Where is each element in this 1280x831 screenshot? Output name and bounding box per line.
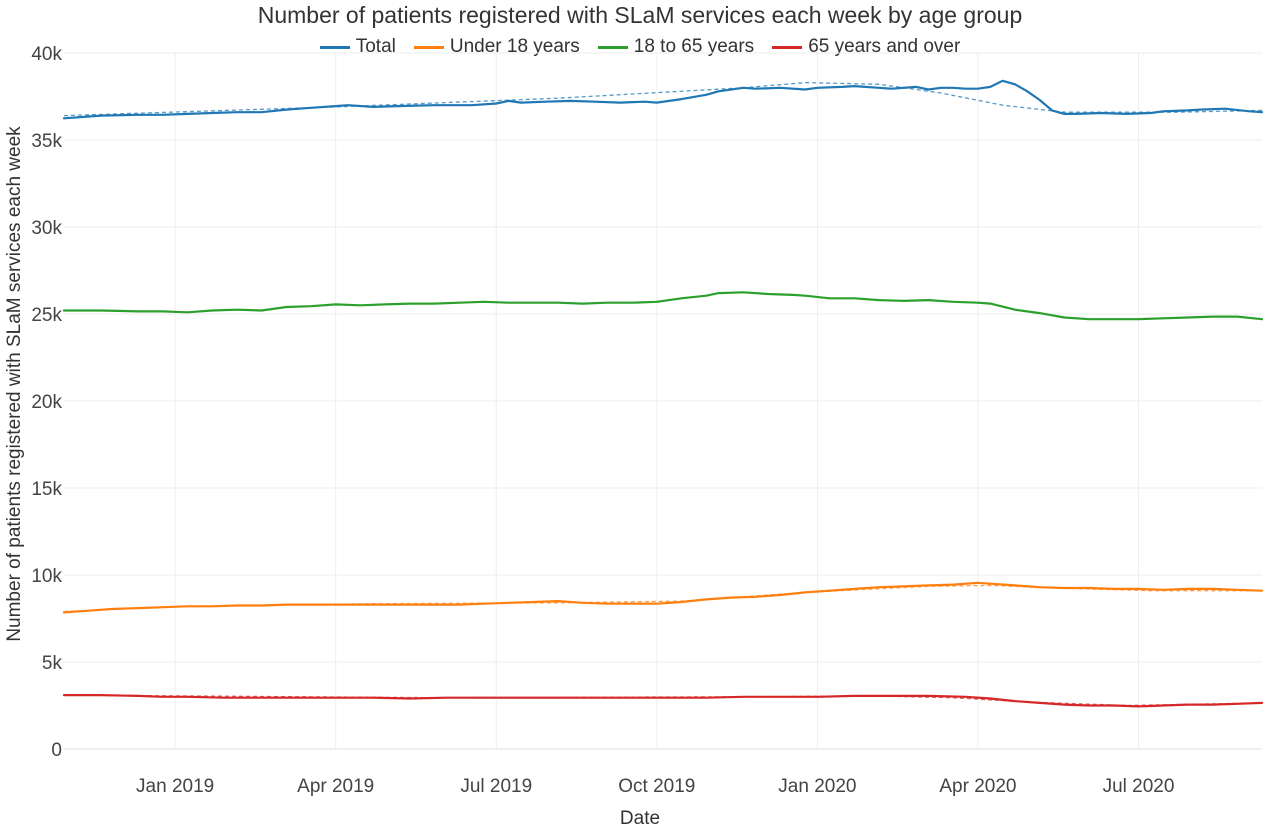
legend-item-65-and-over[interactable]: 65 years and over xyxy=(772,36,960,58)
legend-label-total: Total xyxy=(355,36,396,57)
y-tick-label: 20k xyxy=(31,392,62,413)
legend-item-18-to-65[interactable]: 18 to 65 years xyxy=(597,36,755,58)
y-axis-ticks: 0 5k 10k 15k 20k 25k 30k 35k 40k xyxy=(31,44,62,761)
series-line-18-to-65-years[interactable] xyxy=(62,291,1264,321)
legend-swatch-under-18 xyxy=(413,45,444,49)
trend-line-total xyxy=(63,81,1263,117)
chart-legend: Total Under 18 years 18 to 65 years 65 y… xyxy=(0,36,1280,58)
y-tick-label: 25k xyxy=(31,305,62,326)
y-tick-label: 10k xyxy=(31,566,62,587)
legend-label-18-to-65: 18 to 65 years xyxy=(633,36,755,57)
y-tick-label: 35k xyxy=(31,131,62,152)
legend-label-65-and-over: 65 years and over xyxy=(808,36,961,57)
chart-title: Number of patients registered with SLaM … xyxy=(257,2,1023,28)
x-tick-label: Apr 2019 xyxy=(297,776,374,797)
legend-label-under-18: Under 18 years xyxy=(449,36,580,57)
trend-line-under-18-years xyxy=(63,584,1262,613)
series-line-65-years-and-over[interactable] xyxy=(62,694,1264,708)
legend-item-under-18[interactable]: Under 18 years xyxy=(413,36,580,58)
x-tick-label: Apr 2020 xyxy=(939,776,1016,797)
x-tick-label: Jul 2019 xyxy=(460,776,532,797)
legend-item-total[interactable]: Total xyxy=(319,36,396,58)
legend-swatch-18-to-65 xyxy=(597,45,628,49)
series-line-under-18-years[interactable] xyxy=(62,581,1264,614)
x-axis-ticks: Jan 2019 Apr 2019 Jul 2019 Oct 2019 Jan 2020… xyxy=(136,776,1174,797)
y-tick-label: 0 xyxy=(51,740,62,761)
y-tick-label: 30k xyxy=(31,218,62,239)
x-tick-label: Oct 2019 xyxy=(618,776,695,797)
x-tick-label: Jul 2020 xyxy=(1103,776,1175,797)
series-line-total[interactable] xyxy=(62,79,1264,120)
grid xyxy=(64,52,1262,750)
x-tick-label: Jan 2019 xyxy=(136,776,214,797)
x-axis-title: Date xyxy=(619,808,661,829)
y-tick-label: 40k xyxy=(31,44,62,65)
legend-swatch-65-and-over xyxy=(772,45,803,49)
y-tick-label: 5k xyxy=(42,653,63,674)
legend-swatch-total xyxy=(319,45,350,49)
y-tick-label: 15k xyxy=(31,479,62,500)
series-lines xyxy=(62,79,1264,708)
y-axis-title: Number of patients registered with SLaM … xyxy=(4,126,25,642)
x-tick-label: Jan 2020 xyxy=(778,776,856,797)
